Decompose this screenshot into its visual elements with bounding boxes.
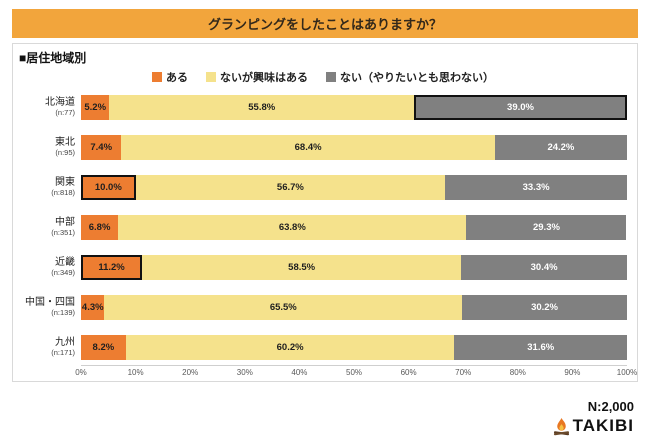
chart-row: 中部 (n:351) 6.8% 63.8% 29.3% (19, 215, 627, 240)
x-tick: 80% (509, 368, 526, 377)
bar-segment: 63.8% (118, 215, 467, 240)
bar-segment: 29.3% (466, 215, 627, 240)
x-tick: 20% (182, 368, 199, 377)
region-name: 九州 (55, 337, 75, 349)
x-tick: 90% (564, 368, 581, 377)
region-sample-size: (n:95) (55, 147, 75, 157)
region-sample-size: (n:351) (51, 227, 75, 237)
legend: ある ないが興味はある ない（やりたいとも思わない） (19, 69, 627, 85)
region-sample-size: (n:77) (55, 107, 75, 117)
legend-swatch (206, 72, 216, 82)
category-label: 東北 (n:95) (19, 137, 81, 157)
region-sample-size: (n:818) (51, 187, 75, 197)
bar-segment: 60.2% (125, 335, 455, 360)
legend-label: ある (166, 72, 188, 84)
sample-size: N:2,000 (587, 399, 634, 414)
page-title: グランピングをしたことはありますか？ (12, 9, 638, 38)
chart-row: 中国・四国 (n:139) 4.3% 65.5% 30.2% (19, 295, 627, 320)
legend-item: ない（やりたいとも思わない） (326, 69, 494, 85)
x-tick: 30% (236, 368, 253, 377)
chart-row: 東北 (n:95) 7.4% 68.4% 24.2% (19, 135, 627, 160)
category-label: 近畿 (n:349) (19, 257, 81, 277)
footer: N:2,000 TAKIBI (553, 399, 634, 436)
chart-subtitle: ■居住地域別 (19, 51, 87, 65)
takibi-logo: TAKIBI (553, 416, 634, 436)
bar-segment: 6.8% (81, 215, 119, 240)
legend-item: ないが興味はある (206, 69, 308, 85)
x-tick: 50% (345, 368, 363, 377)
region-sample-size: (n:171) (51, 347, 75, 357)
legend-label: ない（やりたいとも思わない） (340, 72, 494, 84)
chart-card: ■居住地域別 ある ないが興味はある ない（やりたいとも思わない） 北海道 (n:77… (12, 43, 638, 382)
category-label: 中国・四国 (n:139) (19, 297, 81, 317)
legend-item: ある (152, 69, 188, 85)
chart-row: 北海道 (n:77) 5.2% 55.8% 39.0% (19, 95, 627, 120)
x-tick: 0% (75, 368, 87, 377)
bar-track: 4.3% 65.5% 30.2% (81, 295, 627, 320)
bar-track: 6.8% 63.8% 29.3% (81, 215, 627, 240)
region-name: 中部 (55, 217, 75, 229)
bar-segment: 31.6% (454, 335, 627, 360)
chart-row: 近畿 (n:349) 11.2% 58.5% 30.4% (19, 255, 628, 280)
category-label: 北海道 (n:77) (19, 97, 81, 117)
bar-track: 10.0% 56.7% 33.3% (81, 175, 627, 200)
chart-row: 関東 (n:818) 10.0% 56.7% 33.3% (19, 175, 627, 200)
bar-segment: 4.3% (81, 295, 105, 320)
legend-swatch (326, 72, 336, 82)
legend-label: ないが興味はある (220, 72, 308, 84)
x-tick: 40% (291, 368, 308, 377)
bar-segment: 58.5% (142, 255, 462, 280)
bar-chart: 北海道 (n:77) 5.2% 55.8% 39.0% 東北 (n:95) 7.4% 68.4%… (19, 95, 628, 360)
bar-segment: 24.2% (494, 135, 627, 160)
x-tick: 70% (455, 368, 472, 377)
bar-segment: 30.2% (462, 295, 627, 320)
region-sample-size: (n:139) (51, 307, 75, 317)
region-name: 北海道 (45, 97, 75, 109)
x-tick: 10% (127, 368, 144, 377)
bar-segment: 10.0% (81, 175, 136, 200)
region-name: 近畿 (55, 257, 75, 269)
category-label: 中部 (n:351) (19, 217, 81, 237)
region-name: 中国・四国 (25, 297, 75, 309)
campfire-icon (553, 417, 569, 435)
logo-text: TAKIBI (572, 416, 634, 435)
bar-segment: 33.3% (445, 175, 627, 200)
bar-segment: 7.4% (81, 135, 122, 160)
bar-segment: 5.2% (81, 95, 110, 120)
bar-track: 8.2% 60.2% 31.6% (81, 335, 627, 360)
bar-segment: 11.2% (81, 255, 143, 280)
category-label: 九州 (n:171) (19, 337, 81, 357)
x-tick: 100% (616, 368, 638, 377)
bar-track: 11.2% 58.5% 30.4% (81, 255, 628, 280)
bar-track: 7.4% 68.4% 24.2% (81, 135, 627, 160)
region-name: 東北 (55, 137, 75, 149)
bar-segment: 39.0% (414, 95, 627, 120)
region-sample-size: (n:349) (51, 267, 75, 277)
bar-track: 5.2% 55.8% 39.0% (81, 95, 627, 120)
legend-swatch (152, 72, 162, 82)
bar-segment: 68.4% (121, 135, 495, 160)
category-label: 関東 (n:818) (19, 177, 81, 197)
bar-segment: 55.8% (109, 95, 415, 120)
bar-segment: 30.4% (461, 255, 628, 280)
chart-row: 九州 (n:171) 8.2% 60.2% 31.6% (19, 335, 627, 360)
bar-segment: 56.7% (135, 175, 446, 200)
x-tick: 60% (400, 368, 417, 377)
x-axis: 0% 10% 20% 30% 40% 50% 60% 70% 80% 90% 100% (75, 365, 637, 379)
bar-segment: 8.2% (81, 335, 126, 360)
region-name: 関東 (55, 177, 75, 189)
bar-segment: 65.5% (104, 295, 463, 320)
